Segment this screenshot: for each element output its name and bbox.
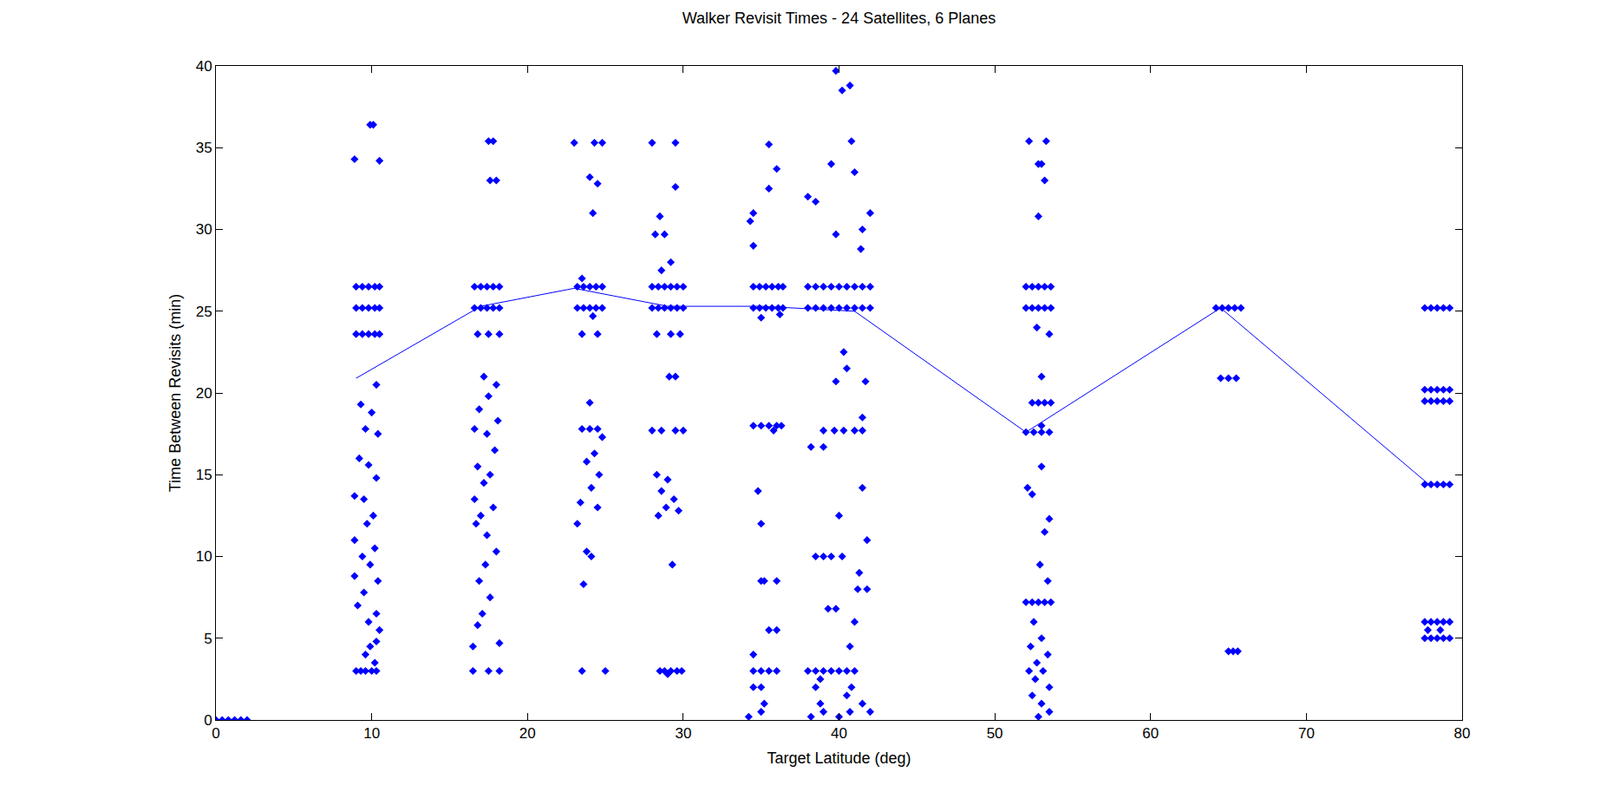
svg-text:80: 80: [1454, 724, 1471, 742]
svg-text:Time Between Revisits (min): Time Between Revisits (min): [166, 293, 184, 492]
svg-text:Target Latitude (deg): Target Latitude (deg): [766, 749, 911, 767]
svg-text:25: 25: [195, 303, 213, 320]
svg-text:60: 60: [1142, 724, 1159, 742]
svg-text:10: 10: [195, 548, 213, 565]
svg-text:20: 20: [519, 724, 536, 742]
svg-text:20: 20: [195, 385, 213, 402]
svg-text:40: 40: [830, 724, 848, 742]
svg-text:30: 30: [674, 724, 692, 742]
svg-text:Walker Revisit Times - 24 Sate: Walker Revisit Times - 24 Satellites, 6 …: [682, 9, 996, 27]
svg-text:70: 70: [1298, 724, 1315, 742]
svg-text:0: 0: [203, 711, 212, 729]
svg-text:40: 40: [195, 58, 213, 75]
svg-text:30: 30: [195, 221, 213, 238]
svg-text:15: 15: [195, 466, 213, 484]
svg-text:35: 35: [195, 139, 213, 157]
svg-text:0: 0: [211, 724, 220, 742]
svg-text:10: 10: [363, 724, 380, 742]
svg-text:50: 50: [986, 724, 1004, 742]
svg-text:5: 5: [203, 630, 212, 647]
